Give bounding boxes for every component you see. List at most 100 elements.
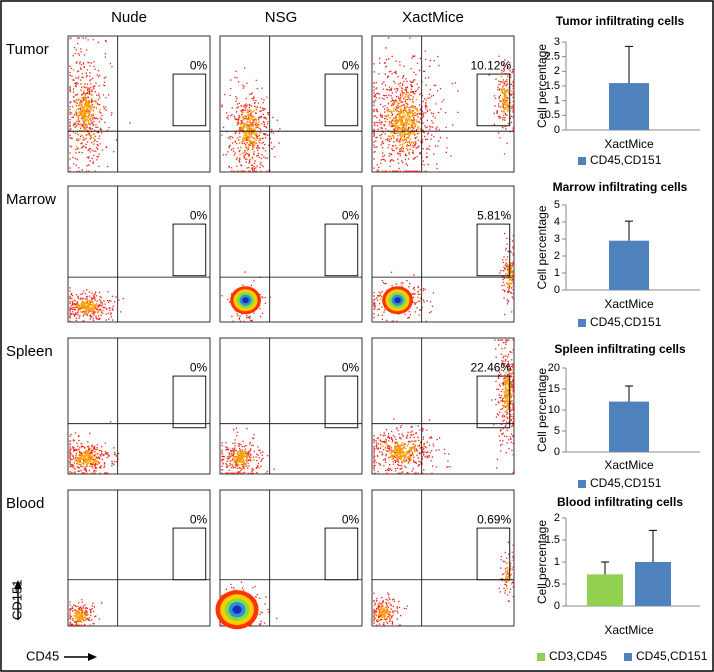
- error-bar: [625, 45, 633, 84]
- y-axis-title: Cell percentage: [535, 44, 549, 128]
- density-contour: [242, 297, 249, 304]
- y-tick-label: 0: [554, 600, 560, 612]
- legend-label: CD45,CD151: [590, 153, 662, 167]
- gate-percentage: 0%: [190, 58, 208, 72]
- column-header: NSG: [265, 9, 298, 26]
- cell-events: [491, 339, 514, 474]
- x-tick-label: XactMice: [604, 137, 654, 151]
- y-tick-label: 1: [554, 95, 560, 107]
- y-tick-label: 0.5: [545, 109, 560, 121]
- y-tick-label: 1: [554, 267, 560, 279]
- legend-label: CD3,CD45: [549, 649, 607, 663]
- gate: [172, 223, 207, 277]
- cell-events-dense: [237, 104, 262, 160]
- legend-swatch: [537, 653, 545, 661]
- row-label: Spleen: [6, 343, 53, 360]
- legend-label: CD45,CD151: [590, 476, 662, 490]
- gate: [172, 73, 207, 127]
- bar: [609, 240, 649, 290]
- y-tick-label: 20: [548, 362, 560, 374]
- plot-frame: [371, 489, 515, 627]
- cell-events-dense: [74, 299, 104, 315]
- y-tick-label: 1.5: [545, 534, 560, 546]
- gate-percentage: 0.69%: [477, 512, 511, 526]
- legend-label: CD45,CD151: [636, 649, 708, 663]
- gate: [476, 375, 511, 429]
- chart-title: Marrow infiltrating cells: [553, 180, 688, 194]
- plot-frame: [371, 35, 515, 173]
- x-axis-label: CD45: [26, 648, 59, 663]
- y-axis-label: CD151: [9, 580, 24, 620]
- chart-title: Blood infiltrating cells: [557, 495, 683, 509]
- error-bar: [625, 385, 633, 402]
- y-axis-title: Cell percentage: [535, 205, 549, 289]
- bar: [609, 83, 649, 130]
- x-tick-label: XactMice: [604, 458, 654, 472]
- y-tick-label: 0: [554, 446, 560, 458]
- column-header: Nude: [111, 9, 147, 26]
- y-axis-title: Cell percentage: [535, 520, 549, 604]
- gate: [172, 527, 207, 581]
- cell-events-dense: [499, 75, 511, 120]
- y-tick-label: 0: [554, 124, 560, 136]
- gate-percentage: 0%: [190, 512, 208, 526]
- y-tick-label: 4: [554, 216, 560, 228]
- cell-events: [69, 599, 103, 626]
- cell-events-dense: [374, 603, 395, 622]
- gate: [324, 375, 359, 429]
- gate: [476, 223, 511, 277]
- plot-frame: [219, 35, 363, 173]
- error-bar: [601, 561, 609, 575]
- y-axis-title: Cell percentage: [535, 368, 549, 452]
- cell-events-dense: [72, 69, 101, 148]
- gate-percentage: 0%: [190, 208, 208, 222]
- chart-title: Spleen infiltrating cells: [554, 342, 686, 356]
- row-label: Marrow: [6, 191, 56, 208]
- bar: [587, 574, 623, 606]
- gate-percentage: 5.81%: [477, 208, 511, 222]
- gate: [476, 527, 511, 581]
- gate-percentage: 10.12%: [470, 58, 511, 72]
- y-tick-label: 2.5: [545, 51, 560, 63]
- plot-frame: [67, 35, 211, 173]
- gate: [476, 73, 511, 127]
- gate: [324, 223, 359, 277]
- legend-swatch: [578, 480, 586, 488]
- gate: [324, 73, 359, 127]
- plot-frame: [219, 489, 363, 627]
- legend-swatch: [578, 319, 586, 327]
- gate: [324, 527, 359, 581]
- column-header: XactMice: [402, 9, 464, 26]
- x-tick-label: XactMice: [604, 623, 654, 637]
- cell-events: [373, 418, 451, 474]
- row-label: Tumor: [6, 41, 49, 58]
- bar: [609, 401, 649, 452]
- cell-events-dense: [382, 440, 425, 464]
- y-tick-label: 2: [554, 250, 560, 262]
- gate-percentage: 0%: [342, 360, 360, 374]
- plot-frame: [67, 489, 211, 627]
- y-tick-label: 15: [548, 383, 560, 395]
- gate-percentage: 22.46%: [470, 360, 511, 374]
- gate-percentage: 0%: [342, 208, 360, 222]
- cell-events-dense: [502, 368, 515, 419]
- row-label: Blood: [6, 495, 44, 512]
- y-tick-label: 10: [548, 404, 560, 416]
- density-contour: [232, 605, 242, 614]
- gate-percentage: 0%: [190, 360, 208, 374]
- y-tick-label: 3: [554, 36, 560, 48]
- error-bar: [649, 529, 657, 562]
- cell-events-dense: [71, 448, 100, 468]
- y-arrowhead: [14, 580, 22, 589]
- y-tick-label: 5: [554, 425, 560, 437]
- cell-events: [498, 541, 514, 602]
- cell-events: [69, 421, 120, 474]
- chart-title: Tumor infiltrating cells: [556, 14, 685, 28]
- legend-swatch: [578, 157, 586, 165]
- gate-percentage: 0%: [342, 512, 360, 526]
- cell-events-dense: [382, 85, 423, 152]
- y-tick-label: 1: [554, 556, 560, 568]
- error-bar: [625, 220, 633, 241]
- cell-events-dense: [505, 562, 513, 590]
